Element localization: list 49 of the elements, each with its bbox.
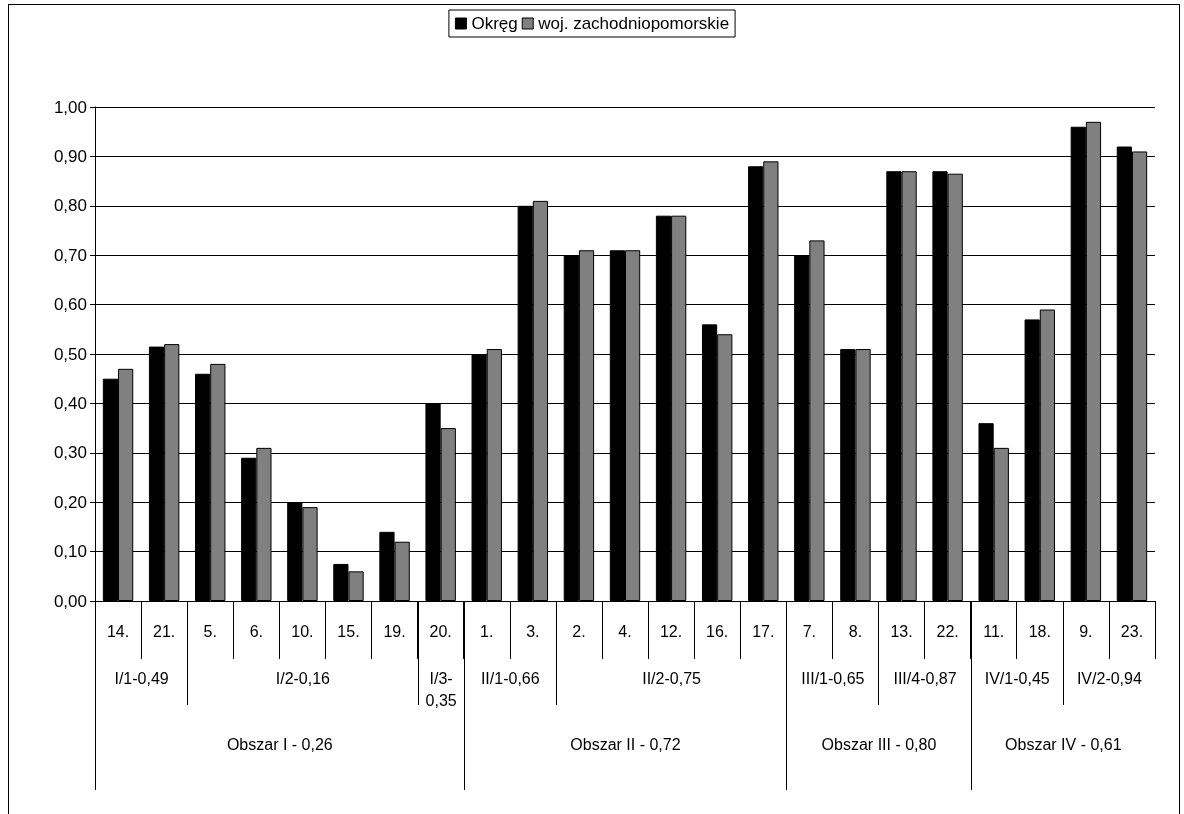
- y-tick-label: 0,70: [53, 245, 87, 265]
- y-tick-label: 0,60: [53, 295, 87, 315]
- text: I/3-0,35: [425, 670, 457, 709]
- x-tick-label: 19.: [383, 622, 406, 640]
- x-tick-label: 3.: [526, 622, 540, 640]
- y-tick-label: 0,50: [53, 344, 87, 364]
- text: II/1-0,66: [480, 670, 540, 687]
- text: Obszar II - 0,72: [570, 736, 681, 753]
- y-tick-label: 0,40: [53, 393, 87, 413]
- text: Obszar III - 0,80: [821, 736, 937, 753]
- x-tick-label: 13.: [890, 622, 913, 640]
- y-tick-label: 0,10: [53, 542, 87, 562]
- x-tick-label: 8.: [848, 622, 863, 640]
- text: II/2-0,75: [642, 670, 701, 687]
- x-tick-label: 9.: [1079, 622, 1093, 640]
- x-tick-label: 2.: [572, 622, 586, 640]
- y-tick-label: 0,30: [53, 443, 87, 463]
- text: IV/2-0,94: [1076, 670, 1142, 687]
- x-tick-label: 12.: [659, 622, 683, 640]
- text: I/1-0,49: [114, 670, 169, 687]
- x-tick-label: 15.: [337, 622, 360, 640]
- text: III/4-0,87: [893, 670, 957, 687]
- y-tick-label: 0,00: [53, 591, 87, 611]
- text: Obszar I - 0,26: [226, 736, 333, 753]
- x-tick-label: 16.: [706, 622, 729, 640]
- x-tick-label: 11.: [983, 622, 1005, 640]
- x-tick-label: 7.: [802, 622, 817, 640]
- legend-label: woj. zachodniopomorskie: [537, 14, 730, 33]
- x-tick-label: 23.: [1120, 622, 1144, 640]
- x-tick-label: 18.: [1028, 622, 1051, 640]
- x-tick-label: 22.: [936, 622, 959, 640]
- x-tick-label: 14.: [106, 622, 130, 640]
- text: Obszar IV - 0,61: [1005, 736, 1122, 753]
- x-tick-label: 5.: [203, 622, 217, 640]
- text: IV/1-0,45: [984, 670, 1050, 687]
- x-tick-label: 6.: [249, 622, 263, 640]
- y-tick-label: 0,20: [53, 492, 87, 512]
- x-tick-label: 4.: [618, 622, 632, 640]
- text: I/2-0,16: [275, 670, 331, 687]
- x-tick-label: 17.: [752, 622, 775, 640]
- x-tick-label: 21.: [153, 622, 176, 640]
- y-tick-label: 1,00: [53, 97, 87, 117]
- x-tick-label: 10.: [291, 622, 314, 640]
- y-tick-label: 0,90: [53, 146, 87, 166]
- legend-label: Okręg: [471, 14, 518, 33]
- y-tick-label: 0,80: [53, 196, 87, 216]
- x-tick-label: 1.: [480, 622, 494, 640]
- text: III/1-0,65: [801, 670, 865, 687]
- x-tick-label: 20.: [429, 622, 452, 640]
